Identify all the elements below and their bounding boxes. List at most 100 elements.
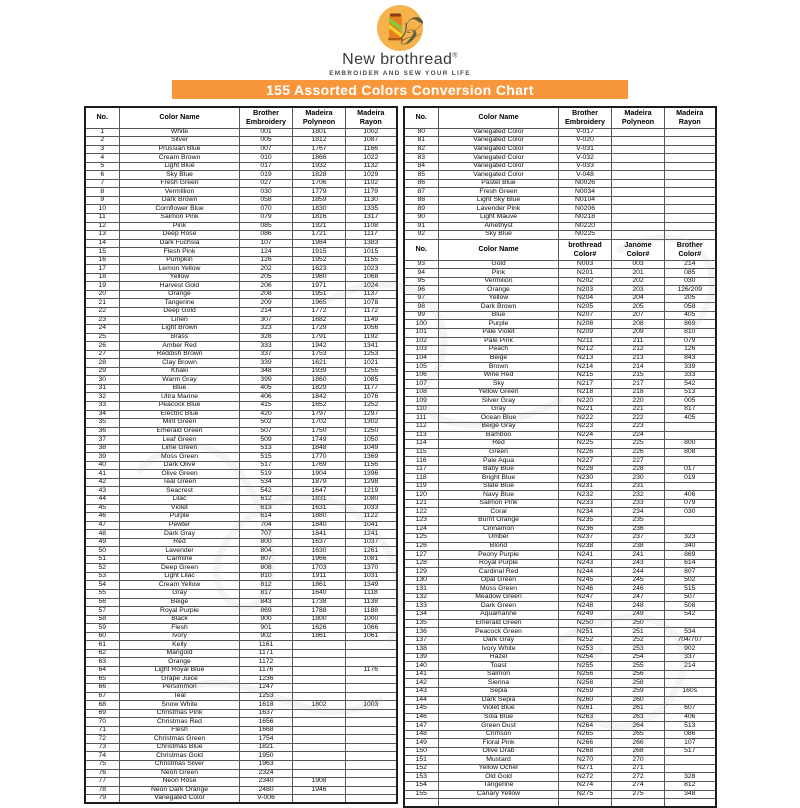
code-col-2: 1788 [292,606,346,616]
row-no: 82 [403,144,439,155]
code-col-1: 420 [239,409,293,420]
table-row: 46 Purple 614 1880 1122 [84,512,397,522]
code-col-1: 1236 [239,674,293,685]
row-no: 121 [403,498,439,509]
row-no: 155 [403,789,439,800]
code-col-1: 808 [239,563,293,573]
code-col-3 [664,516,716,526]
table-row: 104 Beige N213 213 843 [403,353,716,364]
code-col-1: 869 [239,606,293,616]
row-no: 24 [84,324,120,334]
code-col-2: 1753 [292,349,346,360]
code-col-1: 005 [239,136,293,146]
color-name: Blue [119,383,240,394]
code-col-2: 245 [611,575,665,586]
table-row: 144 Dark Sepia N260 260 [403,695,716,706]
row-no: 129 [403,567,439,577]
row-no: 127 [403,550,439,560]
code-col-3: 214 [664,259,716,270]
table-row: 125 Umber N237 237 323 [403,533,716,543]
code-col-3: 1080 [345,495,397,505]
code-col-3: 126/209 [664,285,716,295]
code-col-1: 1637 [239,708,293,719]
row-no: 18 [84,272,120,283]
code-col-2: 268 [611,746,665,757]
table-row: 27 Reddish Brown 337 1753 1253 [84,349,397,360]
row-no: 9 [84,195,120,206]
color-name: Wine Red [438,370,559,381]
row-no: 42 [84,477,120,488]
code-col-3: 515 [664,584,716,594]
row-no: 149 [403,738,439,748]
code-col-1: N217 [558,379,612,389]
row-no: 93 [403,259,439,270]
code-col-3: 607 [664,704,716,714]
code-col-3: 1117 [345,230,397,240]
code-col-1: N241 [558,550,612,560]
code-col-1: N258 [558,678,612,688]
code-col-2 [611,144,665,155]
color-name: Linen [119,315,240,326]
code-col-2: 228 [611,464,665,475]
code-col-1: 519 [239,469,293,479]
code-col-2: 275 [611,789,665,800]
code-col-3: 869 [664,319,716,329]
code-col-1: N202 [558,276,612,287]
code-col-3: 614 [664,558,716,569]
code-col-2: 1772 [292,307,346,317]
code-col-3: 1176 [345,665,397,676]
code-col-3: 1396 [345,469,397,479]
code-col-3: 1192 [345,332,397,343]
color-name: Yellow [438,293,559,304]
color-name: Cornflower Blue [119,204,240,214]
code-col-3 [345,725,397,736]
table-row: 43 Seacrest 542 1647 1219 [84,486,397,496]
row-no: 94 [403,268,439,278]
row-no: 134 [403,610,439,620]
table-row: 109 Silver Gray N220 220 005 [403,396,716,406]
color-name: Fresh Green [438,187,559,197]
code-col-3: 843 [664,353,716,364]
color-name: Ivory White [438,644,559,654]
code-col-2: 1904 [292,469,346,479]
table-row: 89 Lavender Pink N0206 [403,204,716,214]
code-col-2: 209 [611,328,665,338]
color-name: Lavender Pink [438,204,559,214]
row-no: 136 [403,627,439,637]
table-row: 119 Slate Blue N231 231 [403,481,716,492]
code-col-3: 1155 [345,255,397,266]
row-no: 83 [403,153,439,163]
code-col-2 [292,648,346,659]
code-col-3: 1166 [345,144,397,155]
row-no: 49 [84,537,120,548]
table-row: 71 Flesh 1668 [84,725,397,736]
code-col-2 [292,708,346,719]
code-col-1: N208 [558,319,612,329]
color-name: Warm Gray [119,375,240,385]
code-col-2: 255 [611,661,665,671]
code-col-1: N259 [558,686,612,697]
code-col-3: 1024 [345,281,397,291]
code-col-1: 399 [239,375,293,385]
code-col-1: N250 [558,618,612,629]
code-col-1: N0218 [558,212,612,223]
color-name: Neon Rose [119,777,240,787]
table-row: 1 White 001 1801 1002 [84,127,397,138]
code-col-2: 243 [611,558,665,569]
table-row: 4 Cream Brown 010 1866 1022 [84,153,397,163]
code-col-3: 1050 [345,435,397,445]
code-col-2: 1831 [292,495,346,505]
color-name: Umber [438,533,559,543]
code-col-3: 1002 [345,127,397,138]
code-col-3: 810 [664,328,716,338]
code-col-1: 1247 [239,683,293,693]
code-col-1: V-032 [558,153,612,163]
color-name: Pale Pink [438,336,559,347]
code-col-3: 019 [664,473,716,483]
color-name: Sola Blue [438,712,559,723]
row-no: 119 [403,481,439,492]
color-name: Cream Yellow [119,580,240,591]
table-row: 140 Toast N255 255 214 [403,661,716,671]
row-no: 79 [84,794,120,804]
table-row: 35 Mint Green 502 1702 1302 [84,418,397,428]
